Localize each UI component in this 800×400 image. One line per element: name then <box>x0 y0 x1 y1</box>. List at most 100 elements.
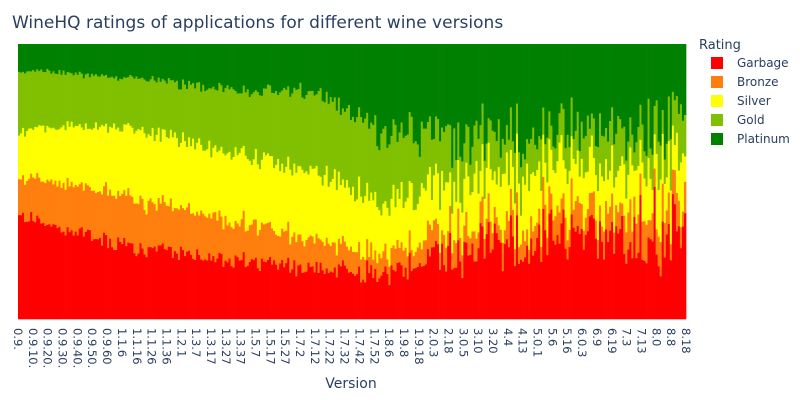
bar-segment-platinum <box>28 44 31 72</box>
bar-segment-gold <box>667 96 671 142</box>
bar-segment-gold <box>485 143 488 168</box>
legend-item-gold[interactable]: Gold <box>711 113 765 127</box>
bar-segment-silver <box>540 190 543 247</box>
bar-segment-gold <box>254 89 258 149</box>
bar-segment-silver <box>578 176 582 203</box>
bar-segment-garbage <box>28 221 31 320</box>
bar-segment-platinum <box>139 44 142 79</box>
bar-segment-garbage <box>430 247 434 320</box>
bar-segment-platinum <box>72 44 76 76</box>
bar-segment-garbage <box>333 267 337 320</box>
legend-item-platinum[interactable]: Platinum <box>711 132 790 146</box>
bar-segment-silver <box>331 178 335 243</box>
bar-segment-gold <box>64 74 67 131</box>
x-tick-label: 4.4 <box>501 328 515 346</box>
bar-segment-silver <box>388 215 391 267</box>
bar-segment-bronze <box>439 252 442 270</box>
bar-segment-platinum <box>434 44 438 117</box>
bar-segment-platinum <box>262 44 266 89</box>
bar-segment-platinum <box>570 44 573 98</box>
bar-segment-platinum <box>459 44 462 157</box>
bar-segment-silver <box>64 129 67 190</box>
bar-segment-silver <box>165 136 169 206</box>
bar-segment-platinum <box>396 44 399 142</box>
bar-segment-gold <box>582 138 586 179</box>
bar-segment-bronze <box>80 182 84 228</box>
legend-swatch-bronze <box>711 76 723 88</box>
bar-segment-platinum <box>376 44 379 147</box>
bar-segment-silver <box>566 183 569 241</box>
bar-segment-silver <box>455 201 458 244</box>
bar-segment-silver <box>372 200 375 260</box>
bar-segment-silver <box>145 137 148 215</box>
bar-segment-gold <box>657 141 661 191</box>
bar-segment-platinum <box>487 44 490 119</box>
x-tick-label: 6.9 <box>590 328 604 346</box>
bar-segment-platinum <box>647 44 650 99</box>
bar-segment-garbage <box>66 226 69 320</box>
bar-segment-bronze <box>145 214 148 258</box>
bar-segment-bronze <box>186 207 189 252</box>
bar-segment-silver <box>532 171 535 232</box>
bar-segment-garbage <box>596 258 600 320</box>
bar-segment-gold <box>192 82 195 139</box>
bar-segment-silver <box>42 125 45 182</box>
bar-segment-garbage <box>613 253 616 320</box>
bar-segment-gold <box>396 141 399 189</box>
bar-segment-silver <box>451 213 454 254</box>
bar-segment-platinum <box>542 44 545 108</box>
bar-segment-garbage <box>137 253 140 320</box>
bar-segment-platinum <box>457 44 460 123</box>
bar-segment-gold <box>517 151 521 184</box>
bar-segment-silver <box>18 135 21 180</box>
legend-item-silver[interactable]: Silver <box>711 94 771 108</box>
bar-segment-garbage <box>321 270 325 320</box>
bar-segment-bronze <box>347 250 351 273</box>
bar-segment-silver <box>90 129 94 191</box>
bar-segment-garbage <box>283 267 286 320</box>
bar-segment-silver <box>465 162 468 212</box>
bar-segment-bronze <box>20 179 23 216</box>
bar-segment-silver <box>497 166 501 226</box>
bar-segment-silver <box>115 129 118 199</box>
bar-segment-platinum <box>107 44 110 78</box>
bar-segment-platinum <box>499 44 503 158</box>
x-tick-label: 0.9. <box>11 328 25 350</box>
bar-segment-platinum <box>447 44 450 125</box>
bar-segment-garbage <box>507 246 511 320</box>
bar-segment-garbage <box>20 214 23 320</box>
bar-segment-silver <box>639 139 642 174</box>
bar-segment-bronze <box>337 238 341 265</box>
bar-segment-bronze <box>283 231 286 268</box>
x-tick-label: 1.1.6 <box>115 328 129 357</box>
bar-segment-platinum <box>392 44 395 120</box>
bar-segment-gold <box>489 120 493 170</box>
bar-segment-platinum <box>248 44 252 98</box>
bar-segment-bronze <box>341 235 345 261</box>
bar-segment-platinum <box>501 44 505 139</box>
bar-segment-bronze <box>522 230 525 262</box>
x-tick-label: 1.7.42 <box>352 328 366 365</box>
bar-segment-gold <box>287 86 290 157</box>
legend-item-bronze[interactable]: Bronze <box>711 75 779 89</box>
bar-segment-garbage <box>410 270 414 320</box>
bar-segment-gold <box>481 103 484 145</box>
bar-segment-silver <box>54 129 57 181</box>
bar-segment-bronze <box>406 256 410 280</box>
bar-segment-silver <box>402 207 405 251</box>
bar-segment-platinum <box>366 44 369 113</box>
bar-segment-gold <box>637 126 640 166</box>
bar-segment-garbage <box>256 267 260 320</box>
bar-segment-bronze <box>461 254 464 279</box>
x-tick-label: 8.18 <box>679 328 693 354</box>
bar-segment-platinum <box>641 44 644 125</box>
bar-segment-silver <box>175 137 179 209</box>
legend-item-garbage[interactable]: Garbage <box>711 56 789 70</box>
bar-segment-garbage <box>426 248 430 320</box>
bar-segment-silver <box>139 129 142 196</box>
bar-segment-gold <box>596 146 600 192</box>
bar-segment-platinum <box>388 44 391 145</box>
bar-segment-gold <box>358 106 361 177</box>
